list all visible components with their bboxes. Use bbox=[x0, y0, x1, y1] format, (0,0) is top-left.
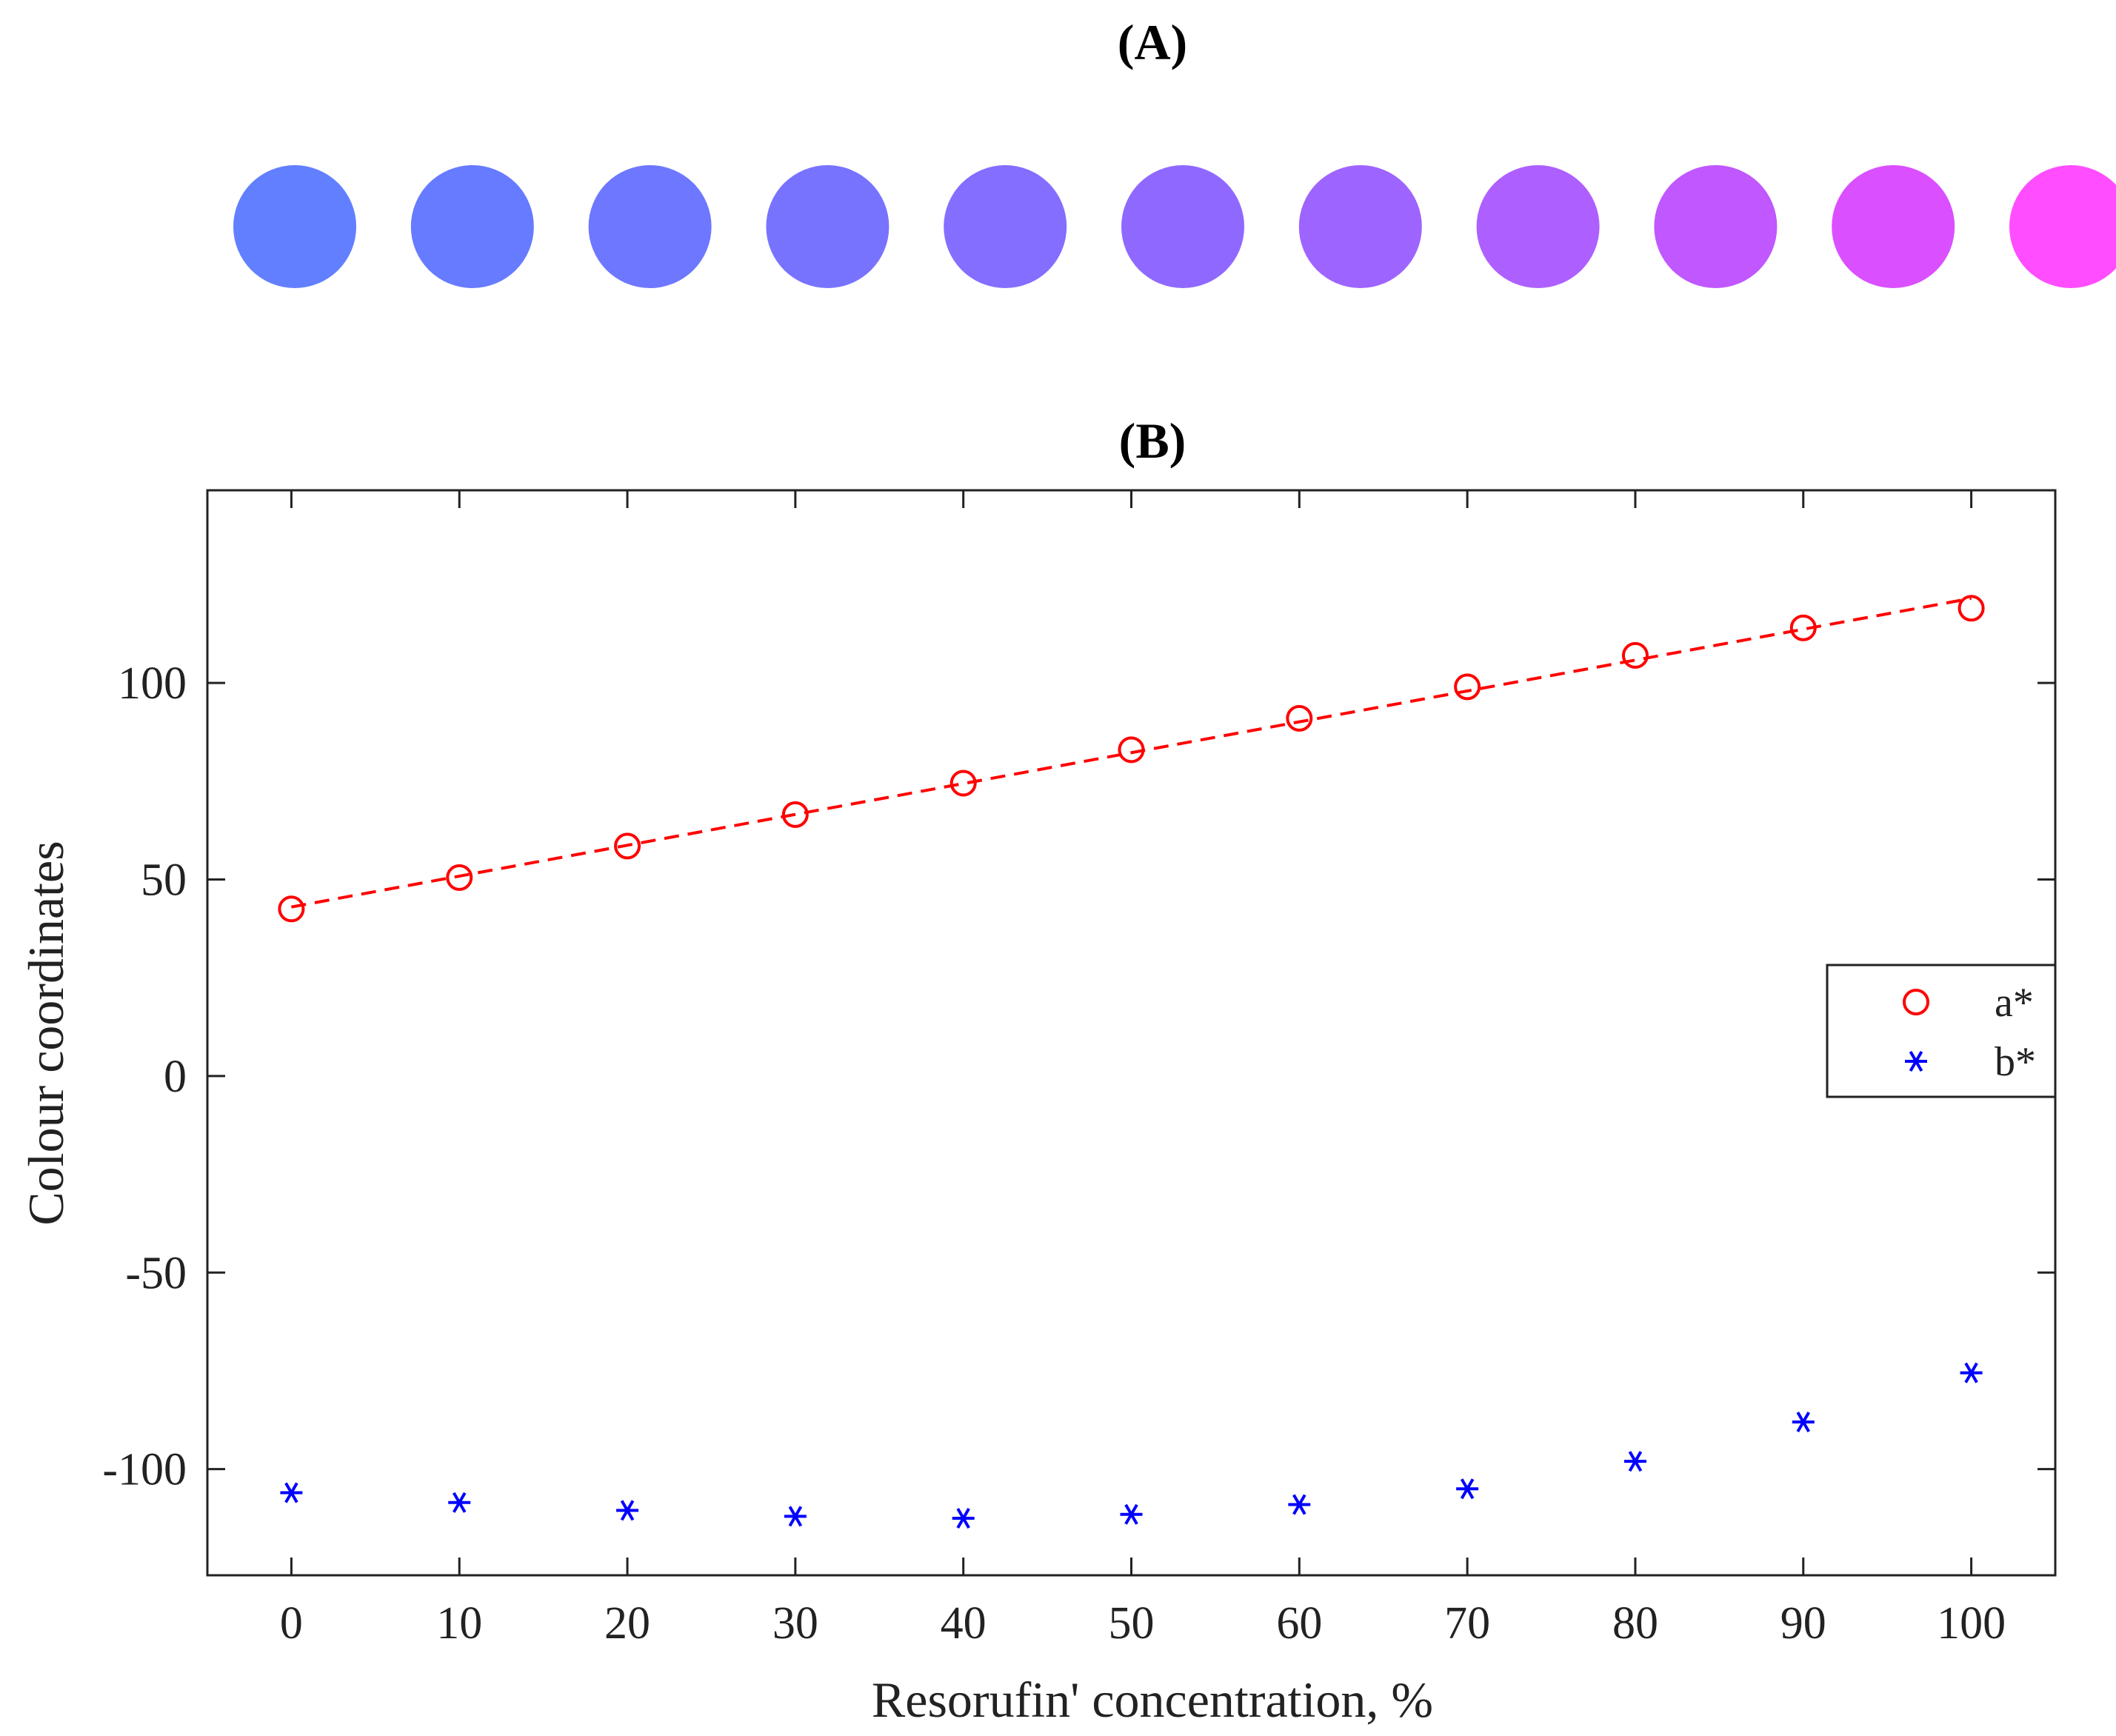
b-star-point bbox=[1288, 1494, 1311, 1515]
colour-swatch-5 bbox=[1121, 165, 1244, 288]
b-star-point bbox=[1623, 1451, 1646, 1472]
y-axis-label: Colour coordinates bbox=[18, 841, 74, 1225]
a-star-point bbox=[278, 895, 305, 923]
legend: a* b* bbox=[1826, 964, 2057, 1098]
legend-label-a-star: a* bbox=[1995, 980, 2034, 1026]
colour-swatch-1 bbox=[410, 165, 534, 288]
colour-swatch-2 bbox=[588, 165, 712, 288]
b-star-point bbox=[280, 1482, 303, 1503]
x-tick-label: 60 bbox=[1276, 1598, 1322, 1649]
plot-area-frame bbox=[206, 489, 2057, 1577]
b-star-point bbox=[448, 1492, 471, 1513]
a-star-point bbox=[1286, 704, 1313, 732]
x-tick-label: 50 bbox=[1109, 1598, 1155, 1649]
x-tick-label: 30 bbox=[772, 1598, 818, 1649]
x-tick-label: 100 bbox=[1937, 1598, 2006, 1649]
x-tick-label: 0 bbox=[280, 1598, 303, 1649]
b-star-point bbox=[1792, 1411, 1815, 1432]
colour-swatch-6 bbox=[1298, 165, 1422, 288]
panel-a-title: (A) bbox=[1118, 14, 1187, 70]
legend-label-b-star: b* bbox=[1995, 1039, 2036, 1085]
x-tick-label: 70 bbox=[1444, 1598, 1490, 1649]
colour-swatch-0 bbox=[233, 165, 356, 288]
x-axis: 0 10 20 30 40 50 60 70 80 90 100 bbox=[280, 490, 2006, 1649]
colour-swatch-7 bbox=[1476, 165, 1600, 288]
colour-swatch-row bbox=[233, 165, 2116, 288]
legend-box bbox=[1826, 964, 2057, 1098]
b-star-point bbox=[1120, 1503, 1143, 1525]
colour-swatch-9 bbox=[1832, 165, 1955, 288]
a-star-point bbox=[781, 801, 809, 828]
b-star-point bbox=[1960, 1362, 1983, 1383]
b-star-point bbox=[616, 1500, 639, 1521]
y-tick-label: -50 bbox=[125, 1248, 187, 1298]
a-star-point bbox=[949, 769, 977, 797]
y-tick-label: 0 bbox=[164, 1052, 187, 1102]
panel-b-title: (B) bbox=[1119, 413, 1187, 469]
y-tick-label: -100 bbox=[102, 1445, 187, 1495]
colour-swatch-8 bbox=[1654, 165, 1778, 288]
a-star-point bbox=[446, 864, 473, 891]
x-tick-label: 10 bbox=[436, 1598, 482, 1649]
colour-swatch-3 bbox=[766, 165, 890, 288]
a-star-point bbox=[1454, 673, 1481, 701]
legend-marker-b-star bbox=[1905, 1051, 1927, 1072]
x-tick-label: 90 bbox=[1780, 1598, 1826, 1649]
x-axis-label: Resorufin' concentration, % bbox=[872, 1672, 1433, 1728]
a-star-point bbox=[614, 832, 641, 860]
y-tick-label: 50 bbox=[141, 855, 187, 905]
legend-marker-a-star bbox=[1903, 989, 1929, 1015]
x-tick-label: 20 bbox=[604, 1598, 650, 1649]
a-star-point bbox=[1621, 641, 1649, 669]
a-star-point bbox=[1958, 595, 1985, 622]
a-star-point bbox=[1118, 736, 1145, 764]
b-star-point bbox=[784, 1506, 807, 1527]
a-star-fit-line bbox=[291, 597, 1972, 909]
x-tick-label: 80 bbox=[1612, 1598, 1658, 1649]
a-star-series bbox=[278, 595, 1985, 923]
colour-swatch-4 bbox=[944, 165, 1067, 288]
colour-swatch-10 bbox=[2009, 165, 2116, 288]
a-star-point bbox=[1789, 614, 1817, 641]
b-star-point bbox=[952, 1508, 975, 1529]
b-star-series bbox=[280, 1362, 1983, 1529]
y-axis: 100 50 0 -50 -100 bbox=[102, 658, 2055, 1495]
x-tick-label: 40 bbox=[941, 1598, 987, 1649]
b-star-point bbox=[1456, 1478, 1479, 1500]
y-tick-label: 100 bbox=[118, 658, 187, 709]
